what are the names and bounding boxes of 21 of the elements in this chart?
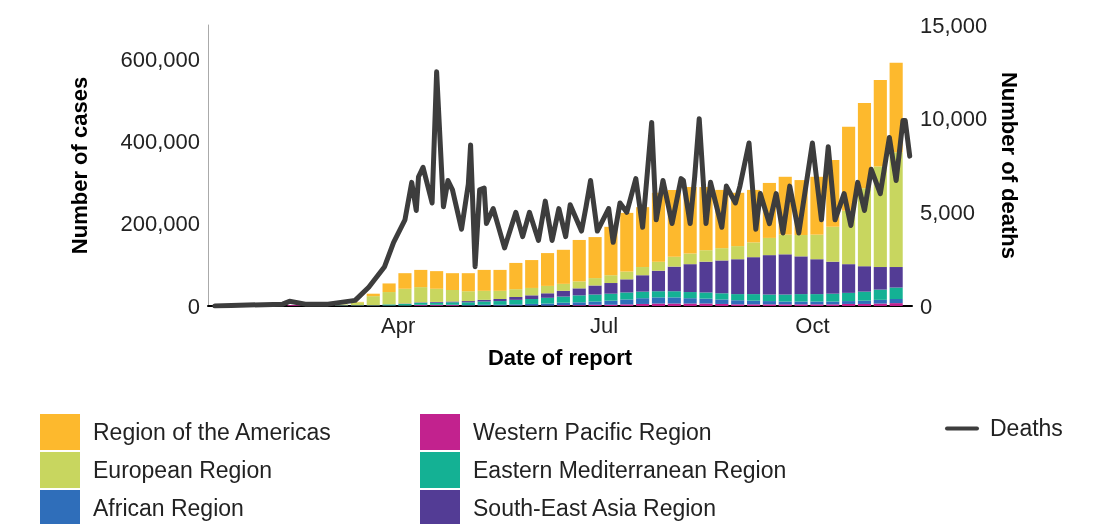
y2-tick-label: 15,000: [920, 12, 988, 38]
legend-label: African Region: [93, 495, 244, 521]
y2-tick-label: 10,000: [920, 106, 988, 132]
x-axis-title: Date of report: [487, 344, 633, 370]
y2-tick-label: 5,000: [920, 199, 976, 225]
y2-axis-title: Number of deaths: [996, 71, 1022, 260]
legend-label: Region of the Americas: [93, 419, 331, 445]
legend-label: Deaths: [990, 415, 1063, 442]
legend-label: Western Pacific Region: [473, 419, 712, 445]
legend-label: European Region: [93, 457, 273, 483]
legend-label: Eastern Mediterranean Region: [473, 457, 787, 483]
x-tick-label: Oct: [795, 312, 830, 338]
x-tick-label: Apr: [381, 312, 416, 338]
y-tick-label: 200,000: [120, 211, 200, 237]
x-tick-label: Jul: [590, 312, 619, 338]
legend-label: South-East Asia Region: [473, 495, 716, 521]
y-tick-label: 0: [187, 293, 200, 319]
y-axis-title: Number of cases: [66, 76, 92, 255]
y2-tick-label: 0: [920, 293, 933, 319]
y-tick-label: 400,000: [120, 129, 200, 155]
y-tick-label: 600,000: [120, 47, 200, 73]
